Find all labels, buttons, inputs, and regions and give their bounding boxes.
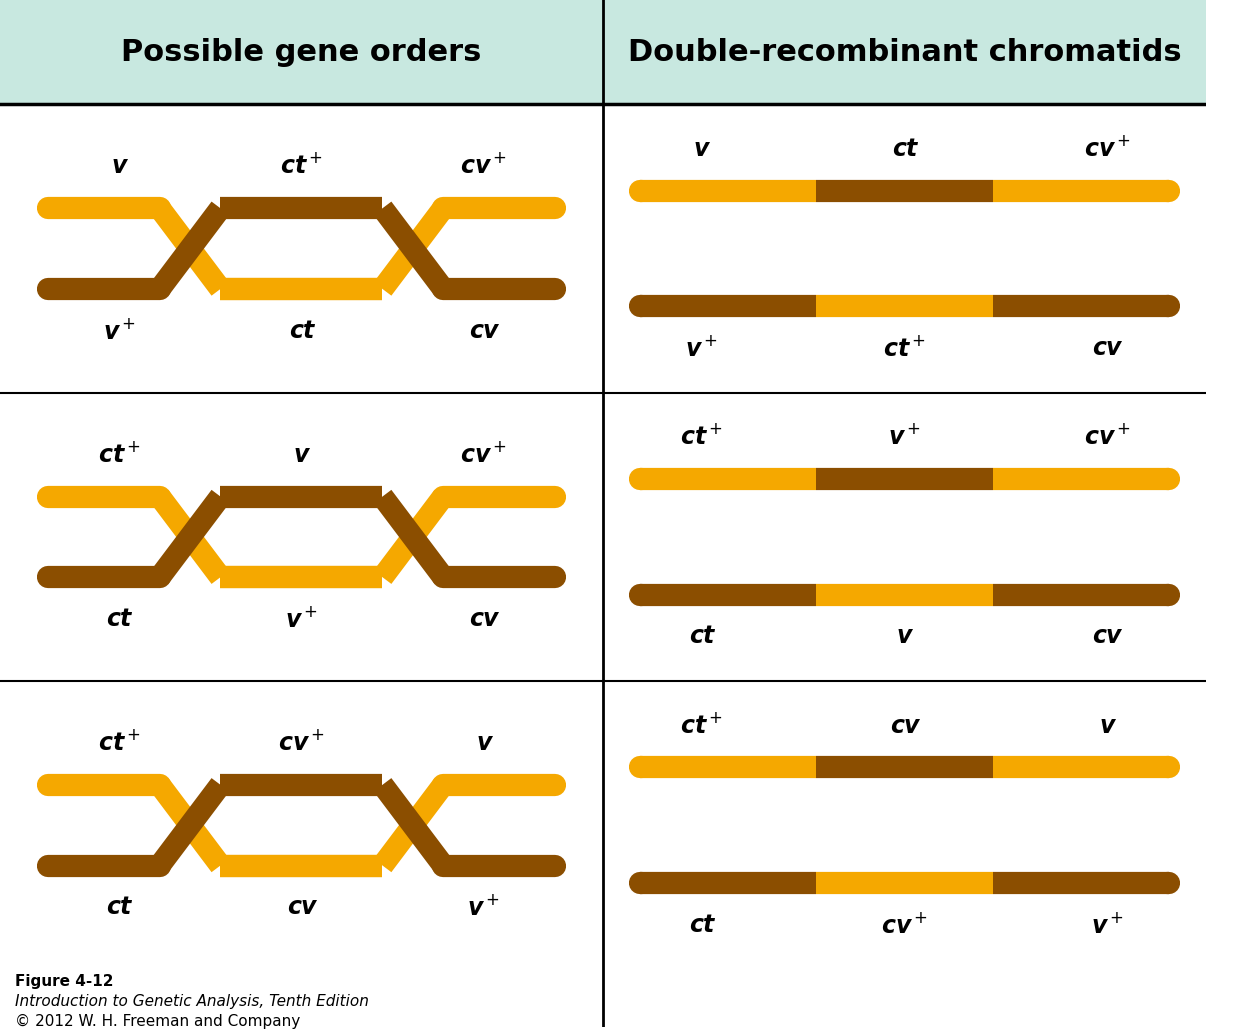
Text: v$^+$: v$^+$ (284, 607, 318, 632)
Text: ct$^+$: ct$^+$ (883, 336, 925, 361)
Text: cv$^+$: cv$^+$ (881, 912, 928, 938)
Text: v$^+$: v$^+$ (467, 896, 501, 921)
Text: cv: cv (889, 714, 919, 738)
Text: ct$^+$: ct$^+$ (98, 730, 140, 755)
Text: ct: ct (107, 607, 132, 632)
Text: v: v (112, 155, 127, 179)
Text: v: v (294, 443, 309, 466)
Text: cv$^+$: cv$^+$ (278, 730, 325, 755)
Text: ct: ct (892, 137, 917, 161)
Bar (0, 0, 1206, 104)
Text: v$^+$: v$^+$ (103, 319, 135, 344)
Text: ct$^+$: ct$^+$ (681, 424, 723, 449)
Text: Possible gene orders: Possible gene orders (122, 38, 482, 67)
Text: cv: cv (287, 896, 317, 920)
Text: ct: ct (107, 896, 132, 920)
Text: cv: cv (469, 607, 498, 632)
Text: v: v (897, 624, 912, 648)
Text: ct$^+$: ct$^+$ (681, 713, 723, 738)
Text: ct$^+$: ct$^+$ (279, 154, 323, 179)
Text: © 2012 W. H. Freeman and Company: © 2012 W. H. Freeman and Company (15, 1014, 299, 1029)
Text: Introduction to Genetic Analysis, Tenth Edition: Introduction to Genetic Analysis, Tenth … (15, 994, 369, 1009)
Text: ct$^+$: ct$^+$ (98, 442, 140, 466)
Text: cv$^+$: cv$^+$ (1084, 136, 1130, 161)
Text: v$^+$: v$^+$ (888, 424, 920, 449)
Text: cv$^+$: cv$^+$ (461, 442, 507, 466)
Text: cv$^+$: cv$^+$ (461, 154, 507, 179)
Text: ct: ct (689, 912, 714, 937)
Text: v: v (1099, 714, 1115, 738)
Text: cv$^+$: cv$^+$ (1084, 424, 1130, 449)
Text: Figure 4-12: Figure 4-12 (15, 974, 113, 990)
Text: Double-recombinant chromatids: Double-recombinant chromatids (627, 38, 1181, 67)
Text: ct: ct (689, 624, 714, 648)
Text: ct: ct (289, 319, 314, 343)
Text: v: v (476, 731, 492, 755)
Text: v: v (694, 137, 709, 161)
Text: v$^+$: v$^+$ (1090, 912, 1124, 938)
Text: cv: cv (469, 319, 498, 343)
Text: cv: cv (1093, 624, 1122, 648)
Text: v$^+$: v$^+$ (686, 336, 718, 361)
Text: cv: cv (1093, 336, 1122, 360)
